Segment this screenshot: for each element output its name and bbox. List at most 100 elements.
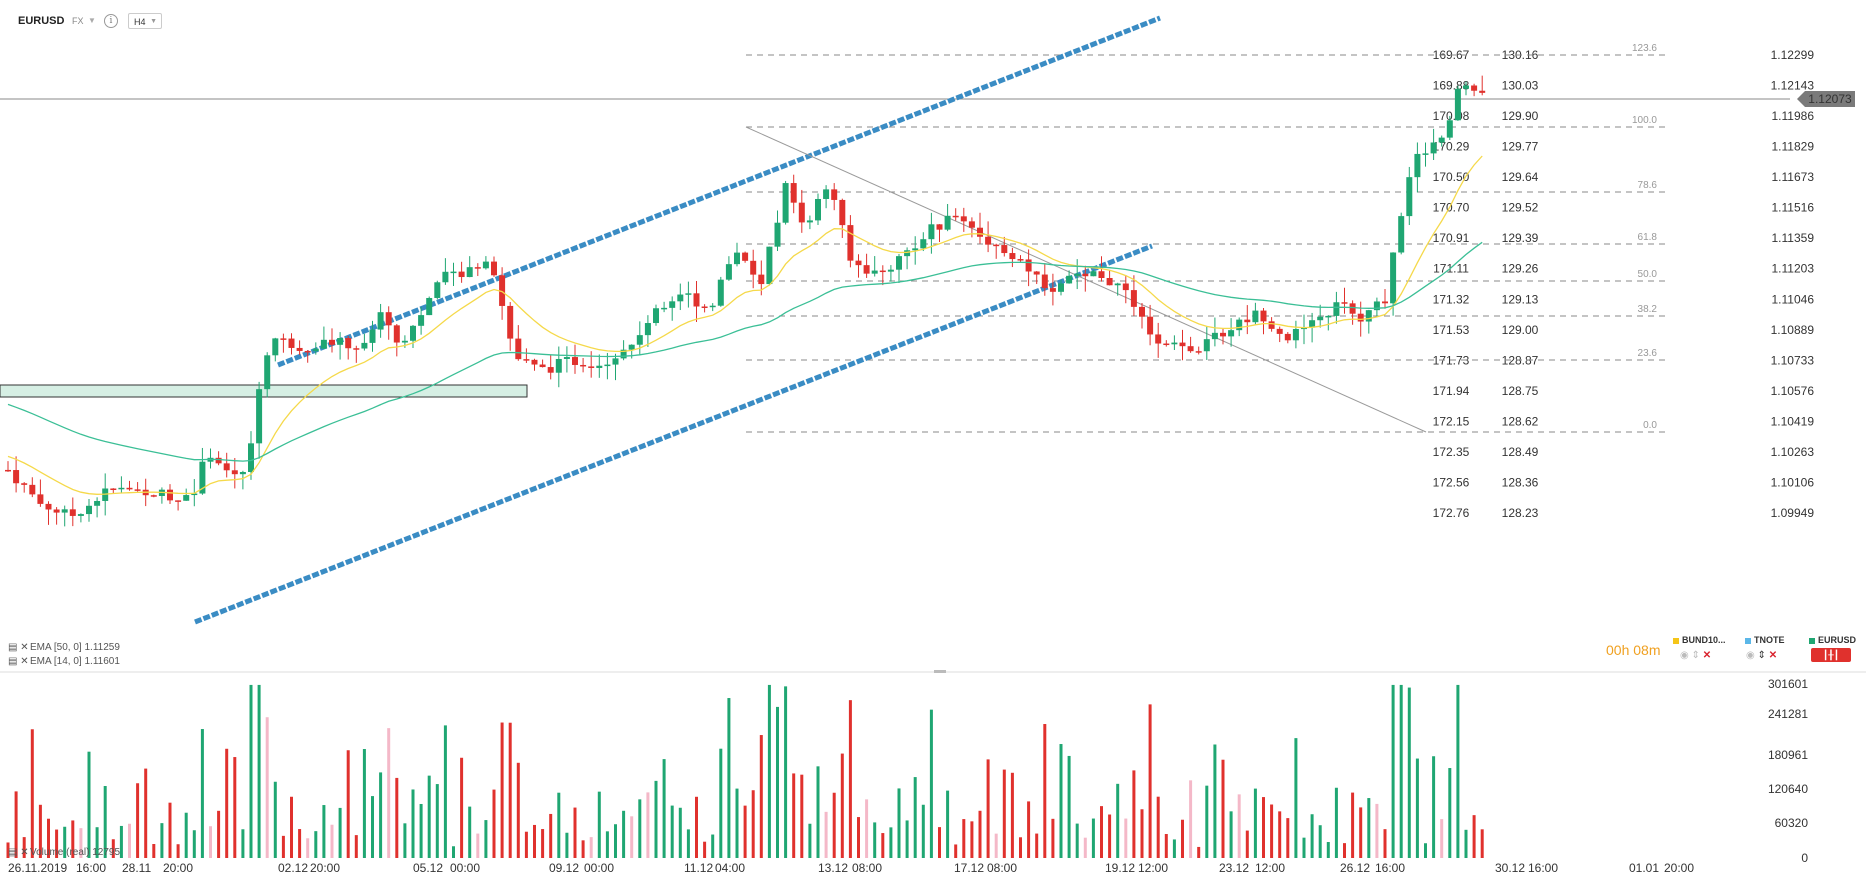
volume-bar xyxy=(962,819,966,858)
candle-body xyxy=(887,269,894,272)
volume-bar xyxy=(516,762,520,858)
candle-body xyxy=(134,489,141,491)
volume-bar xyxy=(776,706,779,858)
volume-bar xyxy=(848,700,852,858)
axis1-label: 170.91 xyxy=(1433,231,1470,245)
volume-bar xyxy=(881,833,885,858)
candle-body xyxy=(1454,88,1461,121)
candle-body xyxy=(936,224,943,230)
candle-body xyxy=(264,355,271,390)
date-axis-label: 16:00 xyxy=(1528,861,1558,875)
date-axis-label: 13.12 xyxy=(818,861,848,875)
candle-body xyxy=(1479,90,1486,93)
candle-body xyxy=(855,260,862,266)
candle-body xyxy=(474,267,481,269)
volume-bar xyxy=(873,822,877,858)
volume-bar xyxy=(1091,818,1095,858)
date-axis-label: 20:00 xyxy=(1664,861,1694,875)
candle-body xyxy=(1463,85,1469,89)
volume-bar xyxy=(152,844,156,858)
volume-bar xyxy=(727,698,731,858)
tnote-controls[interactable]: ◉ ⇕ ✕ xyxy=(1746,650,1777,661)
candle-body xyxy=(401,340,408,343)
volume-bar xyxy=(209,826,212,858)
volume-bar xyxy=(1148,704,1152,858)
sort-icon[interactable]: ⇕ xyxy=(1757,650,1766,661)
eye-icon[interactable]: ◉ xyxy=(1746,650,1755,661)
volume-bar xyxy=(354,835,358,858)
volume-bar xyxy=(832,792,836,858)
volume-bar xyxy=(1472,815,1476,858)
volume-bar xyxy=(362,749,366,858)
instrument-eurusd[interactable]: EURUSD xyxy=(1809,635,1856,645)
chart-type-button[interactable]: ┃╂┃ xyxy=(1811,648,1851,662)
channel-upper-line xyxy=(277,15,1161,368)
close-icon[interactable]: ✕ xyxy=(1702,650,1712,661)
price-axis-label: 1.10106 xyxy=(1771,475,1815,489)
timer-minutes: 08m xyxy=(1633,642,1661,658)
candle-body xyxy=(628,344,635,350)
sort-icon[interactable]: ⇕ xyxy=(1691,650,1700,661)
candle-body xyxy=(231,470,238,475)
volume-bar xyxy=(630,816,634,858)
volume-bar xyxy=(468,806,472,858)
fib-level-label: 50.0 xyxy=(1638,269,1658,280)
volume-bar xyxy=(1326,842,1330,858)
volume-axis-label: 0 xyxy=(1801,851,1808,865)
candle-body xyxy=(53,509,60,513)
candle-body xyxy=(636,335,643,345)
candle-body xyxy=(1446,120,1453,138)
date-axis-label: 19.12 xyxy=(1105,861,1135,875)
symbol-label[interactable]: EURUSD xyxy=(18,15,65,27)
candle-body xyxy=(1147,316,1154,335)
volume-bar xyxy=(184,812,188,858)
axis2-label: 129.77 xyxy=(1502,140,1539,154)
volume-bar xyxy=(686,829,690,858)
axis1-label: 171.11 xyxy=(1433,262,1469,276)
volume-bar xyxy=(419,803,423,858)
axis2-label: 128.62 xyxy=(1502,414,1539,428)
volume-bar xyxy=(533,824,536,858)
volume-bar xyxy=(403,823,407,858)
market-dropdown-icon[interactable]: ▼ xyxy=(88,16,96,25)
instrument-bund[interactable]: BUND10... xyxy=(1673,635,1726,645)
date-axis-label: 17.12 xyxy=(954,861,984,875)
volume-bar xyxy=(1108,814,1112,858)
timeframe-select[interactable]: H4 ▼ xyxy=(128,13,162,29)
candle-body xyxy=(320,339,327,349)
candle-body xyxy=(361,342,368,349)
candle-body xyxy=(1041,274,1048,289)
candle-body xyxy=(1211,332,1218,340)
ema50-legend: EMA [50, 0] 1.11259 xyxy=(30,642,120,653)
bund-controls[interactable]: ◉ ⇕ ✕ xyxy=(1680,650,1711,661)
volume-bar xyxy=(217,810,221,858)
axis1-label: 170.29 xyxy=(1433,140,1470,154)
volume-bar xyxy=(1164,834,1168,858)
candle-body xyxy=(1398,216,1405,253)
volume-bar xyxy=(614,824,617,858)
close-icon[interactable]: ✕ xyxy=(1768,650,1778,661)
eye-icon[interactable]: ◉ xyxy=(1680,650,1689,661)
candle-body xyxy=(1422,153,1429,155)
volume-bar xyxy=(346,750,350,858)
candle-body xyxy=(385,312,392,326)
date-axis-label: 30.12 xyxy=(1495,861,1525,875)
instrument-tnote[interactable]: TNOTE xyxy=(1745,635,1785,645)
candle-body xyxy=(774,222,781,247)
info-icon[interactable]: i xyxy=(104,14,118,28)
volume-bar xyxy=(1383,829,1387,858)
candle-body xyxy=(491,261,497,276)
candle-body xyxy=(329,339,335,345)
volume-bar xyxy=(314,831,318,858)
volume-bar xyxy=(1156,796,1160,858)
volume-bar xyxy=(225,748,229,858)
candle-body xyxy=(458,271,465,278)
volume-bar xyxy=(711,834,715,858)
axis2-label: 129.39 xyxy=(1502,231,1539,245)
volume-bar xyxy=(1245,830,1249,858)
volume-axis-label: 60320 xyxy=(1775,816,1809,830)
candle-body xyxy=(1236,319,1243,331)
candle-body xyxy=(45,503,52,510)
candle-body xyxy=(345,338,352,349)
